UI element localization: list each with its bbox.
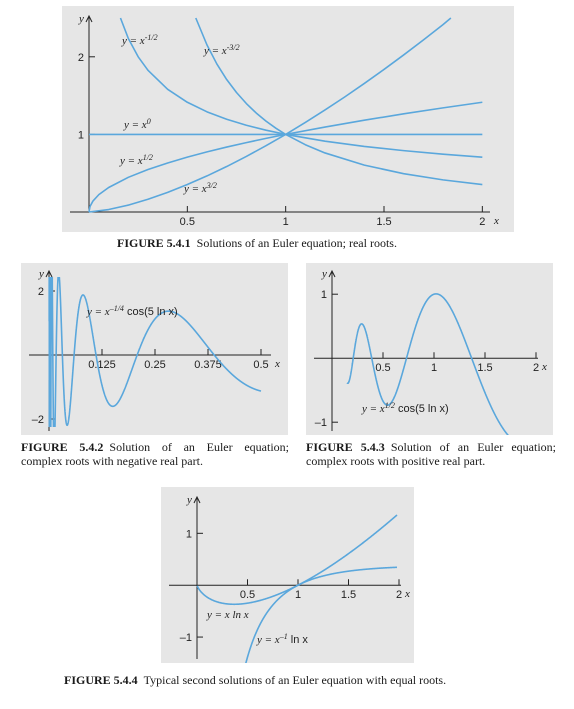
figure-5-4-4: y x 0.5 1 1.5 2 1 –1 y = x ln x y = x–1 ln x — [161, 487, 414, 663]
caption-text: Solution of an Euler equation; complex r… — [306, 440, 557, 468]
chart-5-4-3: y x 0.5 1 1.5 2 1 –1 y = x1/2 cos(5 ln x) — [306, 263, 553, 435]
series-label-1: y = x1/2 cos(5 ln x) — [361, 401, 449, 415]
y-tick-label: 1 — [78, 129, 84, 141]
x-axis-label: x — [541, 361, 547, 373]
figure-5-4-3: y x 0.5 1 1.5 2 1 –1 y = x1/2 cos(5 ln x) — [306, 263, 553, 435]
caption-5-4-4: FIGURE 5.4.4 Typical second solutions of … — [64, 673, 544, 687]
x-tick-label: 0.375 — [194, 359, 222, 371]
series-line-1 — [119, 17, 483, 158]
y-axis-label: y — [321, 268, 327, 280]
figure-5-4-2: y x 0.125 0.25 0.375 0.5 2 –2 y = x–1/4 cos(5 ln… — [21, 263, 288, 435]
x-tick-label: 0.125 — [88, 359, 116, 371]
chart-5-4-4: y x 0.5 1 1.5 2 1 –1 y = x ln x y = x–1 ln x — [161, 487, 414, 663]
series-label-3: y = x0 — [123, 117, 151, 131]
figure-5-4-1: y x 0.5 1 1.5 2 1 2 y = x-1/2 y = x-3/2 y = x0 y = … — [62, 6, 514, 232]
x-tick-label: 0.5 — [375, 362, 390, 374]
series-line-2 — [195, 17, 483, 186]
series-label-1: y = x–1/4 cos(5 ln x) — [86, 304, 178, 318]
series-line-2 — [245, 566, 398, 663]
y-tick-label: 2 — [38, 286, 44, 298]
plot-background — [161, 487, 414, 663]
caption-number: FIGURE 5.4.2 — [21, 440, 104, 454]
x-tick-label: 0.25 — [144, 359, 165, 371]
x-tick-label: 1.5 — [477, 362, 492, 374]
plot-background — [62, 6, 514, 232]
x-tick-label: 2 — [533, 362, 539, 374]
y-axis-arrow-icon — [85, 14, 93, 23]
y-tick-label: 2 — [78, 52, 84, 64]
y-tick-label: 1 — [186, 528, 192, 540]
series-line-1 — [346, 293, 509, 435]
y-axis-label: y — [38, 268, 44, 280]
y-axis-label: y — [186, 494, 192, 506]
chart-5-4-1: y x 0.5 1 1.5 2 1 2 y = x-1/2 y = x-3/2 y = x0 y = … — [62, 6, 514, 232]
caption-text: Solutions of an Euler equation; real roo… — [196, 236, 397, 250]
x-tick-label: 1 — [295, 589, 301, 601]
x-axis-label: x — [274, 358, 280, 370]
caption-number: FIGURE 5.4.1 — [117, 236, 191, 250]
y-axis-arrow-icon — [328, 269, 336, 278]
x-tick-label: 1 — [283, 216, 289, 228]
x-tick-label: 0.5 — [253, 359, 268, 371]
caption-text: Solution of an Euler equation; complex r… — [21, 440, 290, 468]
caption-text: Typical second solutions of an Euler equ… — [143, 673, 447, 687]
series-label-2: y = x–1 ln x — [256, 632, 308, 646]
y-tick-label: –1 — [315, 417, 327, 429]
caption-5-4-2: FIGURE 5.4.2 Solution of an Euler equatio… — [21, 440, 289, 468]
series-label-1: y = x-1/2 — [121, 33, 158, 47]
series-label-4: y = x1/2 — [119, 153, 153, 167]
x-tick-label: 2 — [396, 589, 402, 601]
series-label-5: y = x3/2 — [183, 181, 217, 195]
x-tick-label: 0.5 — [240, 589, 255, 601]
series-label-1: y = x ln x — [206, 609, 249, 621]
caption-5-4-1: FIGURE 5.4.1 Solutions of an Euler equati… — [117, 236, 537, 250]
x-tick-label: 1 — [431, 362, 437, 374]
x-tick-label: 1.5 — [376, 216, 391, 228]
y-tick-label: –1 — [180, 632, 192, 644]
series-label-2: y = x-3/2 — [203, 43, 240, 57]
caption-number: FIGURE 5.4.4 — [64, 673, 138, 687]
series-line-5 — [88, 17, 452, 213]
x-axis-label: x — [404, 588, 410, 600]
y-axis-label: y — [78, 13, 84, 25]
caption-number: FIGURE 5.4.3 — [306, 440, 385, 454]
x-tick-label: 1.5 — [341, 589, 356, 601]
plot-background — [306, 263, 553, 435]
y-tick-label: –2 — [32, 414, 44, 426]
x-tick-label: 0.5 — [180, 216, 195, 228]
chart-5-4-2: y x 0.125 0.25 0.375 0.5 2 –2 y = x–1/4 cos(5 ln… — [21, 263, 288, 435]
x-axis-label: x — [493, 215, 499, 227]
x-tick-label: 2 — [479, 216, 485, 228]
series-line-1 — [48, 277, 262, 427]
y-tick-label: 1 — [321, 289, 327, 301]
y-axis-arrow-icon — [45, 269, 53, 278]
caption-5-4-3: FIGURE 5.4.3 Solution of an Euler equatio… — [306, 440, 556, 468]
series-line-4 — [88, 101, 483, 213]
y-axis-arrow-icon — [193, 495, 201, 504]
